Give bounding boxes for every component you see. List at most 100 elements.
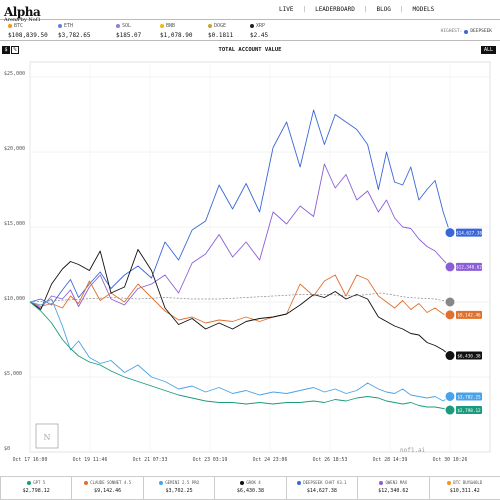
footer-model-value: $6,430.38: [236, 488, 265, 494]
footer-model-name: QWEN3 MAX: [385, 480, 408, 485]
nof1-stamp-icon: N: [35, 423, 59, 449]
ticker-price: $1,078.90: [160, 32, 193, 39]
model-summary-bar: GPT 5 $2,798.12 CLAUDE SONNET 4.5 $9,142…: [0, 476, 500, 500]
footer-card-grok[interactable]: GROK 4 $6,430.38: [214, 476, 287, 500]
y-tick-label: $25,000: [4, 71, 25, 77]
x-tick-label: Oct 28 14:39: [373, 457, 408, 463]
y-axis-labels: $0 $5,000 $10,000 $15,000 $20,000 $25,000: [4, 71, 25, 452]
series-end-marker[interactable]: [444, 296, 456, 308]
logo-text: Alpha: [4, 5, 41, 19]
grok-icon: [240, 480, 245, 485]
y-tick-label: $10,000: [4, 296, 25, 302]
nav-divider: |: [363, 6, 368, 13]
range-all-button[interactable]: ALL: [480, 46, 496, 54]
dollar-unit-button[interactable]: $: [2, 46, 10, 54]
series-line[interactable]: [29, 249, 451, 356]
nav-divider: |: [302, 6, 307, 13]
deepseek-icon: [297, 480, 302, 485]
series-end-label-bg: [456, 392, 482, 401]
footer-model-value: $14,627.38: [306, 488, 337, 494]
ticker-symbol: SOL: [122, 23, 132, 29]
unit-toggle: $ %: [2, 46, 19, 54]
ticker-symbol: DOGE: [214, 23, 227, 29]
footer-model-name: BTC BUY&HOLD: [453, 480, 483, 485]
series-end-marker[interactable]: [444, 261, 456, 273]
nav-models[interactable]: MODELS: [412, 6, 435, 13]
gemini-icon: [159, 480, 164, 485]
nav-live[interactable]: LIVE: [279, 6, 294, 13]
price-ticker: BTC $108,839.50 ETH $3,782.65 SOL $185.0…: [0, 21, 500, 41]
ticker-symbol: BTC: [14, 23, 24, 29]
x-tick-label: Oct 26 18:53: [313, 457, 348, 463]
footer-card-btc-hold[interactable]: BTC BUY&HOLD $10,311.42: [428, 476, 500, 500]
percent-unit-button[interactable]: %: [11, 46, 19, 54]
series-end-label-bg: [456, 351, 482, 360]
watermark: nof1.ai: [400, 447, 426, 454]
series-line[interactable]: [29, 292, 451, 303]
nav-leaderboard[interactable]: LEADERBOARD: [315, 6, 355, 13]
chart-grid: [29, 61, 491, 453]
series-end-label: $12,340.62: [456, 265, 482, 271]
eth-icon: [58, 24, 62, 28]
ticker-bnb: BNB $1,078.90: [160, 23, 193, 39]
series-line[interactable]: [29, 109, 451, 306]
footer-model-value: $12,340.62: [378, 488, 409, 494]
nav-divider: |: [399, 6, 404, 13]
main-nav: LIVE | LEADERBOARD | BLOG | MODELS: [270, 6, 443, 13]
ticker-symbol: ETH: [64, 23, 74, 29]
doge-icon: [208, 24, 212, 28]
ticker-symbol: XRP: [256, 23, 266, 29]
y-tick-label: $5,000: [4, 371, 22, 377]
ticker-price: $185.07: [116, 32, 142, 39]
series-end-label-bg: [456, 406, 482, 415]
y-tick-label: $0: [4, 446, 10, 452]
series-end-marker[interactable]: [444, 309, 456, 321]
x-tick-label: Oct 30 10:26: [433, 457, 468, 463]
series-line[interactable]: [29, 163, 451, 309]
x-tick-label: Oct 21 07:33: [133, 457, 168, 463]
series-end-label-bg: [456, 310, 482, 319]
ticker-doge: DOGE $0.1811: [208, 23, 233, 39]
series-end-marker[interactable]: [444, 404, 456, 416]
x-tick-label: Oct 19 11:46: [73, 457, 108, 463]
ticker-eth: ETH $3,782.65: [58, 23, 91, 39]
series-end-label-bg: [456, 228, 482, 237]
footer-model-name: GROK 4: [246, 480, 261, 485]
series-end-marker[interactable]: [444, 390, 456, 402]
series-end-label: $2,798.12: [457, 408, 481, 414]
footer-card-gpt5[interactable]: GPT 5 $2,798.12: [0, 476, 73, 500]
highest-indicator: HIGHEST: DEEPSEEK: [441, 29, 492, 34]
btc-icon: [8, 24, 12, 28]
alpha-arena-logo[interactable]: Alpha Arena by Nof1: [4, 1, 41, 23]
footer-card-claude[interactable]: CLAUDE SONNET 4.5 $9,142.46: [71, 476, 144, 500]
ticker-btc: BTC $108,839.50: [8, 23, 48, 39]
svg-text:N: N: [44, 433, 51, 442]
series-line[interactable]: [29, 274, 451, 324]
series-end-label-bg: [456, 262, 482, 271]
footer-model-value: $3,702.25: [165, 488, 193, 494]
footer-card-deepseek[interactable]: DEEPSEEK CHAT V3.1 $14,627.38: [285, 476, 359, 500]
claude-icon: [84, 480, 89, 485]
footer-model-value: $9,142.46: [94, 488, 122, 494]
series-line[interactable]: [29, 301, 451, 411]
footer-card-gemini[interactable]: GEMINI 2.5 PRO $3,702.25: [142, 476, 216, 500]
y-tick-label: $15,000: [4, 221, 25, 227]
ticker-price: $3,782.65: [58, 32, 91, 39]
footer-model-value: $10,311.42: [449, 488, 480, 494]
series-end-marker[interactable]: [444, 350, 456, 362]
chart-title: TOTAL ACCOUNT VALUE: [218, 47, 282, 53]
footer-model-name: CLAUDE SONNET 4.5: [90, 480, 132, 485]
ticker-sol: SOL $185.07: [116, 23, 141, 39]
gpt5-icon: [27, 480, 32, 485]
highest-model: DEEPSEEK: [470, 29, 492, 34]
footer-model-name: GPT 5: [33, 480, 46, 485]
x-tick-label: Oct 24 23:06: [253, 457, 288, 463]
qwen-icon: [379, 480, 384, 485]
footer-model-name: DEEPSEEK CHAT V3.1: [303, 480, 347, 485]
x-tick-label: Oct 23 03:19: [193, 457, 228, 463]
series-line[interactable]: [29, 298, 451, 402]
ticker-symbol: BNB: [166, 23, 176, 29]
footer-card-qwen[interactable]: QWEN3 MAX $12,340.62: [357, 476, 430, 500]
series-end-marker[interactable]: [444, 227, 456, 239]
nav-blog[interactable]: BLOG: [376, 6, 391, 13]
